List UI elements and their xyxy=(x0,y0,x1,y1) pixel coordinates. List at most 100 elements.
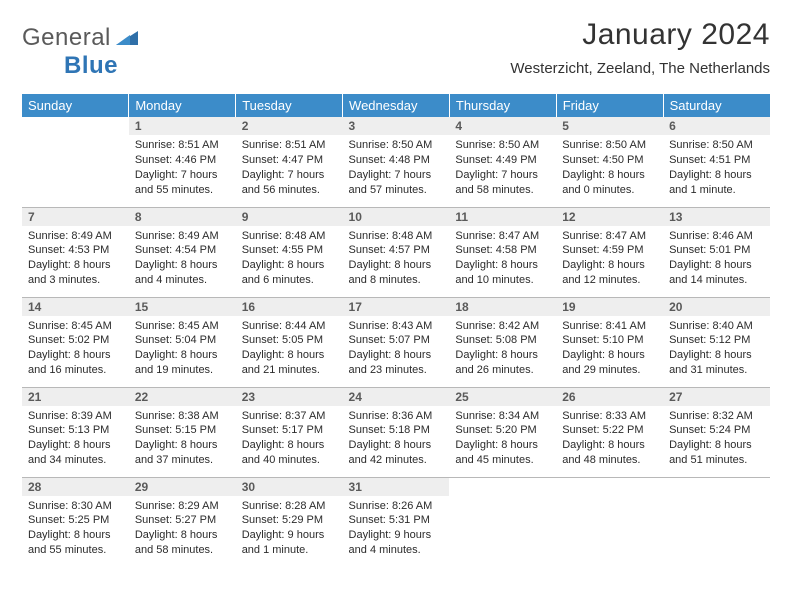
day-info: Sunrise: 8:26 AMSunset: 5:31 PMDaylight:… xyxy=(343,496,450,558)
day-number: 27 xyxy=(663,388,770,406)
day-info: Sunrise: 8:49 AMSunset: 4:54 PMDaylight:… xyxy=(129,226,236,288)
day-number: 15 xyxy=(129,298,236,316)
day-number: 25 xyxy=(449,388,556,406)
calendar-cell: 13Sunrise: 8:46 AMSunset: 5:01 PMDayligh… xyxy=(663,207,770,297)
page-subtitle: Westerzicht, Zeeland, The Netherlands xyxy=(510,60,770,77)
day-info: Sunrise: 8:47 AMSunset: 4:59 PMDaylight:… xyxy=(556,226,663,288)
day-number: 14 xyxy=(22,298,129,316)
calendar-cell: 30Sunrise: 8:28 AMSunset: 5:29 PMDayligh… xyxy=(236,477,343,567)
day-info: Sunrise: 8:48 AMSunset: 4:55 PMDaylight:… xyxy=(236,226,343,288)
page-title: January 2024 xyxy=(510,18,770,52)
day-number: 21 xyxy=(22,388,129,406)
day-info: Sunrise: 8:39 AMSunset: 5:13 PMDaylight:… xyxy=(22,406,129,468)
day-info: Sunrise: 8:38 AMSunset: 5:15 PMDaylight:… xyxy=(129,406,236,468)
day-number: 24 xyxy=(343,388,450,406)
day-info: Sunrise: 8:30 AMSunset: 5:25 PMDaylight:… xyxy=(22,496,129,558)
calendar-cell: 22Sunrise: 8:38 AMSunset: 5:15 PMDayligh… xyxy=(129,387,236,477)
day-info: Sunrise: 8:45 AMSunset: 5:04 PMDaylight:… xyxy=(129,316,236,378)
calendar-cell: 11Sunrise: 8:47 AMSunset: 4:58 PMDayligh… xyxy=(449,207,556,297)
day-info: Sunrise: 8:29 AMSunset: 5:27 PMDaylight:… xyxy=(129,496,236,558)
day-number: 2 xyxy=(236,117,343,135)
calendar-cell: 8Sunrise: 8:49 AMSunset: 4:54 PMDaylight… xyxy=(129,207,236,297)
day-number: 13 xyxy=(663,208,770,226)
calendar-row: 1Sunrise: 8:51 AMSunset: 4:46 PMDaylight… xyxy=(22,117,770,207)
calendar-cell: 18Sunrise: 8:42 AMSunset: 5:08 PMDayligh… xyxy=(449,297,556,387)
calendar-cell: 1Sunrise: 8:51 AMSunset: 4:46 PMDaylight… xyxy=(129,117,236,207)
day-number: 10 xyxy=(343,208,450,226)
day-number: 1 xyxy=(129,117,236,135)
day-info: Sunrise: 8:50 AMSunset: 4:50 PMDaylight:… xyxy=(556,135,663,197)
calendar-header-row: SundayMondayTuesdayWednesdayThursdayFrid… xyxy=(22,94,770,117)
day-info: Sunrise: 8:42 AMSunset: 5:08 PMDaylight:… xyxy=(449,316,556,378)
weekday-header: Thursday xyxy=(449,94,556,117)
day-info: Sunrise: 8:41 AMSunset: 5:10 PMDaylight:… xyxy=(556,316,663,378)
calendar-cell: 9Sunrise: 8:48 AMSunset: 4:55 PMDaylight… xyxy=(236,207,343,297)
day-number: 20 xyxy=(663,298,770,316)
day-info: Sunrise: 8:51 AMSunset: 4:47 PMDaylight:… xyxy=(236,135,343,197)
day-info: Sunrise: 8:50 AMSunset: 4:51 PMDaylight:… xyxy=(663,135,770,197)
day-number: 16 xyxy=(236,298,343,316)
logo-text: General Blue xyxy=(22,24,136,80)
calendar-cell: 16Sunrise: 8:44 AMSunset: 5:05 PMDayligh… xyxy=(236,297,343,387)
calendar-cell: 19Sunrise: 8:41 AMSunset: 5:10 PMDayligh… xyxy=(556,297,663,387)
weekday-header: Monday xyxy=(129,94,236,117)
day-info: Sunrise: 8:50 AMSunset: 4:49 PMDaylight:… xyxy=(449,135,556,197)
day-number: 8 xyxy=(129,208,236,226)
day-number: 17 xyxy=(343,298,450,316)
day-number: 23 xyxy=(236,388,343,406)
calendar-cell: 25Sunrise: 8:34 AMSunset: 5:20 PMDayligh… xyxy=(449,387,556,477)
calendar-cell: 12Sunrise: 8:47 AMSunset: 4:59 PMDayligh… xyxy=(556,207,663,297)
calendar-row: 14Sunrise: 8:45 AMSunset: 5:02 PMDayligh… xyxy=(22,297,770,387)
day-number: 26 xyxy=(556,388,663,406)
calendar-cell: 2Sunrise: 8:51 AMSunset: 4:47 PMDaylight… xyxy=(236,117,343,207)
day-info: Sunrise: 8:48 AMSunset: 4:57 PMDaylight:… xyxy=(343,226,450,288)
day-info: Sunrise: 8:43 AMSunset: 5:07 PMDaylight:… xyxy=(343,316,450,378)
day-info: Sunrise: 8:33 AMSunset: 5:22 PMDaylight:… xyxy=(556,406,663,468)
logo-triangle-icon xyxy=(116,31,138,45)
header: General Blue January 2024 Westerzicht, Z… xyxy=(22,18,770,80)
weekday-header: Saturday xyxy=(663,94,770,117)
calendar-cell: 17Sunrise: 8:43 AMSunset: 5:07 PMDayligh… xyxy=(343,297,450,387)
day-number: 31 xyxy=(343,478,450,496)
weekday-header: Sunday xyxy=(22,94,129,117)
day-info: Sunrise: 8:37 AMSunset: 5:17 PMDaylight:… xyxy=(236,406,343,468)
day-number: 6 xyxy=(663,117,770,135)
weekday-header: Wednesday xyxy=(343,94,450,117)
day-number: 18 xyxy=(449,298,556,316)
calendar-cell xyxy=(22,117,129,207)
day-info: Sunrise: 8:32 AMSunset: 5:24 PMDaylight:… xyxy=(663,406,770,468)
day-number: 9 xyxy=(236,208,343,226)
day-info: Sunrise: 8:36 AMSunset: 5:18 PMDaylight:… xyxy=(343,406,450,468)
calendar-cell: 23Sunrise: 8:37 AMSunset: 5:17 PMDayligh… xyxy=(236,387,343,477)
day-number: 30 xyxy=(236,478,343,496)
day-info: Sunrise: 8:51 AMSunset: 4:46 PMDaylight:… xyxy=(129,135,236,197)
calendar-cell: 31Sunrise: 8:26 AMSunset: 5:31 PMDayligh… xyxy=(343,477,450,567)
day-number: 4 xyxy=(449,117,556,135)
day-info: Sunrise: 8:49 AMSunset: 4:53 PMDaylight:… xyxy=(22,226,129,288)
day-info: Sunrise: 8:50 AMSunset: 4:48 PMDaylight:… xyxy=(343,135,450,197)
day-number: 11 xyxy=(449,208,556,226)
calendar-cell: 26Sunrise: 8:33 AMSunset: 5:22 PMDayligh… xyxy=(556,387,663,477)
day-info: Sunrise: 8:44 AMSunset: 5:05 PMDaylight:… xyxy=(236,316,343,378)
calendar-cell: 5Sunrise: 8:50 AMSunset: 4:50 PMDaylight… xyxy=(556,117,663,207)
day-number: 29 xyxy=(129,478,236,496)
day-info: Sunrise: 8:46 AMSunset: 5:01 PMDaylight:… xyxy=(663,226,770,288)
day-info: Sunrise: 8:45 AMSunset: 5:02 PMDaylight:… xyxy=(22,316,129,378)
calendar-cell: 15Sunrise: 8:45 AMSunset: 5:04 PMDayligh… xyxy=(129,297,236,387)
day-info: Sunrise: 8:28 AMSunset: 5:29 PMDaylight:… xyxy=(236,496,343,558)
day-number: 3 xyxy=(343,117,450,135)
calendar-row: 7Sunrise: 8:49 AMSunset: 4:53 PMDaylight… xyxy=(22,207,770,297)
calendar-cell: 21Sunrise: 8:39 AMSunset: 5:13 PMDayligh… xyxy=(22,387,129,477)
calendar-table: SundayMondayTuesdayWednesdayThursdayFrid… xyxy=(22,94,770,567)
day-info: Sunrise: 8:40 AMSunset: 5:12 PMDaylight:… xyxy=(663,316,770,378)
calendar-cell: 14Sunrise: 8:45 AMSunset: 5:02 PMDayligh… xyxy=(22,297,129,387)
logo-text-a: General xyxy=(22,24,111,51)
calendar-cell: 3Sunrise: 8:50 AMSunset: 4:48 PMDaylight… xyxy=(343,117,450,207)
weekday-header: Friday xyxy=(556,94,663,117)
calendar-cell: 6Sunrise: 8:50 AMSunset: 4:51 PMDaylight… xyxy=(663,117,770,207)
day-number: 5 xyxy=(556,117,663,135)
calendar-cell xyxy=(449,477,556,567)
weekday-header: Tuesday xyxy=(236,94,343,117)
calendar-cell: 29Sunrise: 8:29 AMSunset: 5:27 PMDayligh… xyxy=(129,477,236,567)
day-info: Sunrise: 8:47 AMSunset: 4:58 PMDaylight:… xyxy=(449,226,556,288)
